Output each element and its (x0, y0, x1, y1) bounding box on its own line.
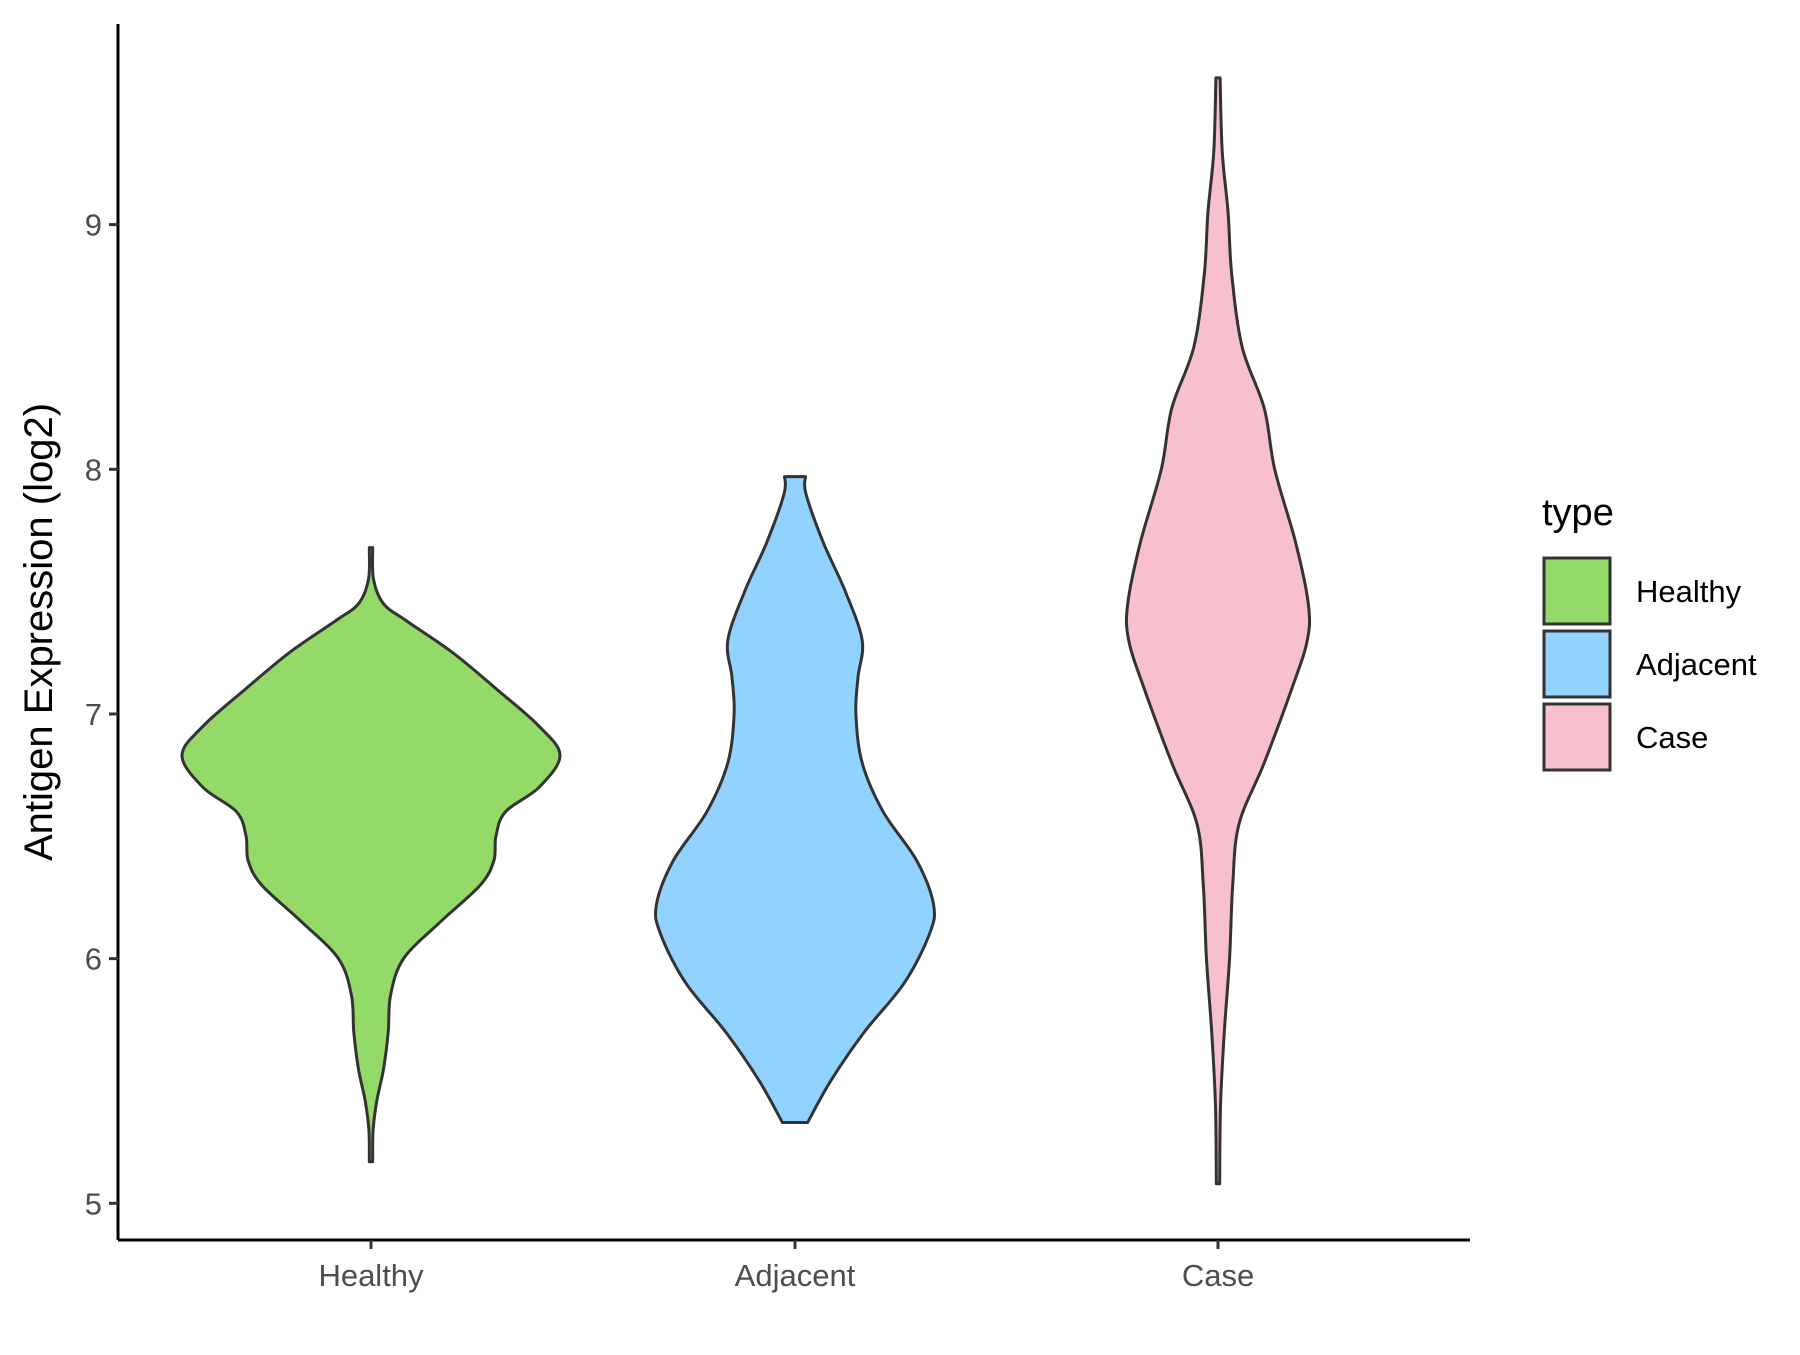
violin-healthy (180, 546, 562, 1164)
legend-key-adjacent (1542, 629, 1612, 699)
y-axis-title: Antigen Expression (log2) (17, 403, 61, 861)
violin-case (1124, 76, 1312, 1186)
x-tick-label: Adjacent (735, 1258, 856, 1293)
y-tick-label: 9 (85, 208, 102, 243)
legend-label-healthy: Healthy (1636, 574, 1742, 609)
y-tick-label: 7 (85, 697, 102, 732)
y-tick-layer: 5 6 7 8 9 (85, 208, 118, 1221)
y-tick-label: 5 (85, 1186, 102, 1221)
legend-label-case: Case (1636, 720, 1708, 755)
y-tick-label: 6 (85, 942, 102, 977)
legend-items: Healthy Adjacent Case (1542, 556, 1757, 772)
legend-label-adjacent: Adjacent (1636, 647, 1757, 682)
legend-key-healthy (1542, 556, 1612, 626)
legend-key-case (1542, 702, 1612, 772)
legend: type Healthy Adjacent Case (1542, 492, 1757, 772)
x-tick-label: Healthy (318, 1258, 424, 1293)
legend-title: type (1542, 492, 1614, 534)
x-tick-layer: Healthy Adjacent Case (318, 1240, 1254, 1293)
y-tick-label: 8 (85, 452, 102, 487)
x-tick-label: Case (1182, 1258, 1254, 1293)
violin-adjacent (653, 475, 937, 1125)
violin-layer (180, 76, 1312, 1186)
